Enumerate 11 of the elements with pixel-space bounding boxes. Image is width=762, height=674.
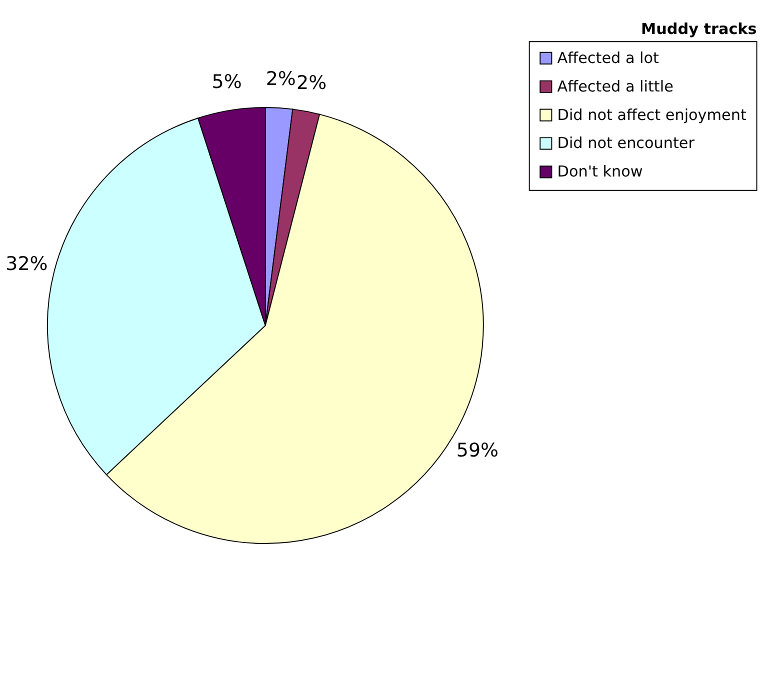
legend-label: Did not encounter [557,134,696,152]
legend-label: Did not affect enjoyment [557,106,746,124]
legend-label: Don't know [557,162,643,181]
data-label: 32% [6,252,48,275]
data-label: 59% [456,440,499,462]
data-label: 2% [266,68,296,90]
data-label: 2% [296,72,327,94]
chart-title: Muddy tracks [641,20,757,38]
data-label: 5% [212,70,242,93]
legend-label: Affected a little [557,77,674,96]
legend-label: Affected a lot [557,48,660,67]
